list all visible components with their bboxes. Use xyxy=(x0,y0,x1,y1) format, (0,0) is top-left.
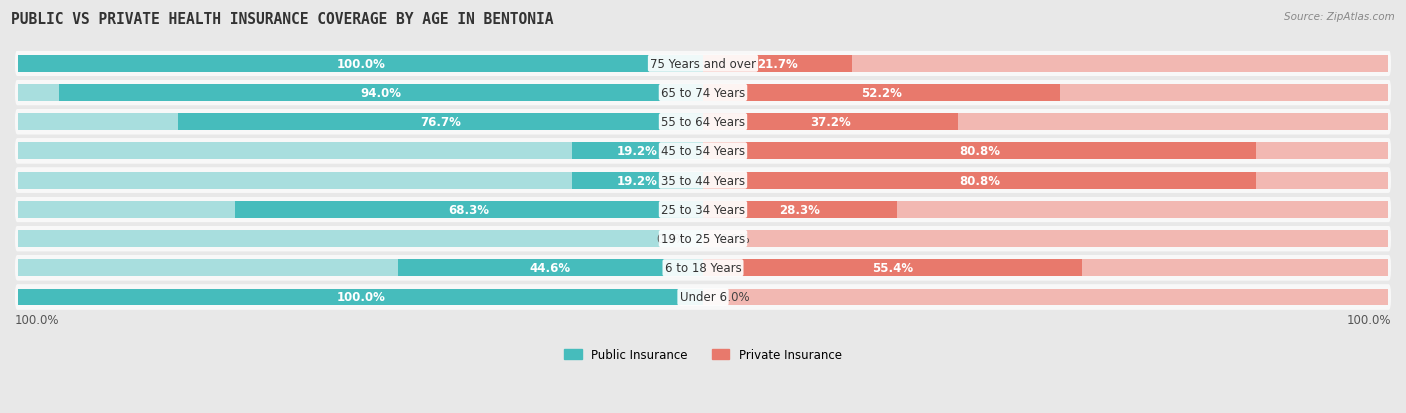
Bar xyxy=(18,172,703,189)
Text: Source: ZipAtlas.com: Source: ZipAtlas.com xyxy=(1284,12,1395,22)
Text: 55 to 64 Years: 55 to 64 Years xyxy=(661,116,745,129)
Bar xyxy=(18,289,703,306)
Text: 19 to 25 Years: 19 to 25 Years xyxy=(661,233,745,245)
Bar xyxy=(18,85,703,102)
Bar xyxy=(703,85,1388,102)
FancyBboxPatch shape xyxy=(15,285,1391,310)
Bar xyxy=(572,143,703,160)
Bar xyxy=(703,202,897,218)
Bar xyxy=(703,230,1388,247)
Text: 80.8%: 80.8% xyxy=(959,145,1000,158)
FancyBboxPatch shape xyxy=(15,139,1391,164)
Text: 0.0%: 0.0% xyxy=(657,233,686,245)
Bar xyxy=(703,260,1388,277)
Bar xyxy=(703,56,852,73)
Text: Under 6: Under 6 xyxy=(679,291,727,304)
Text: 100.0%: 100.0% xyxy=(15,313,59,326)
Text: 44.6%: 44.6% xyxy=(530,262,571,275)
FancyBboxPatch shape xyxy=(15,81,1391,106)
Text: 55.4%: 55.4% xyxy=(872,262,912,275)
FancyBboxPatch shape xyxy=(15,197,1391,223)
Text: 68.3%: 68.3% xyxy=(449,203,489,216)
Text: 0.0%: 0.0% xyxy=(720,291,749,304)
Bar xyxy=(703,114,957,131)
Text: 37.2%: 37.2% xyxy=(810,116,851,129)
Bar xyxy=(235,202,703,218)
Text: 94.0%: 94.0% xyxy=(361,87,402,100)
Text: 19.2%: 19.2% xyxy=(617,145,658,158)
Bar xyxy=(398,260,703,277)
Text: 75 Years and over: 75 Years and over xyxy=(650,57,756,71)
Text: 28.3%: 28.3% xyxy=(779,203,820,216)
Text: 0.0%: 0.0% xyxy=(720,233,749,245)
Text: PUBLIC VS PRIVATE HEALTH INSURANCE COVERAGE BY AGE IN BENTONIA: PUBLIC VS PRIVATE HEALTH INSURANCE COVER… xyxy=(11,12,554,27)
Text: 6 to 18 Years: 6 to 18 Years xyxy=(665,262,741,275)
Bar xyxy=(703,56,1388,73)
Bar xyxy=(18,260,703,277)
Bar xyxy=(572,172,703,189)
FancyBboxPatch shape xyxy=(15,109,1391,135)
Bar xyxy=(703,289,1388,306)
Text: 52.2%: 52.2% xyxy=(862,87,903,100)
Text: 21.7%: 21.7% xyxy=(756,57,797,71)
Bar xyxy=(59,85,703,102)
Bar xyxy=(703,172,1388,189)
Bar xyxy=(703,172,1256,189)
Bar xyxy=(18,56,703,73)
Bar xyxy=(18,56,703,73)
Text: 45 to 54 Years: 45 to 54 Years xyxy=(661,145,745,158)
Text: 100.0%: 100.0% xyxy=(1347,313,1391,326)
Bar xyxy=(703,85,1060,102)
Bar xyxy=(703,143,1256,160)
Text: 100.0%: 100.0% xyxy=(336,291,385,304)
FancyBboxPatch shape xyxy=(15,51,1391,77)
Bar xyxy=(703,260,1083,277)
Text: 80.8%: 80.8% xyxy=(959,174,1000,187)
FancyBboxPatch shape xyxy=(15,168,1391,193)
Text: 19.2%: 19.2% xyxy=(617,174,658,187)
Legend: Public Insurance, Private Insurance: Public Insurance, Private Insurance xyxy=(560,343,846,366)
Text: 25 to 34 Years: 25 to 34 Years xyxy=(661,203,745,216)
Text: 35 to 44 Years: 35 to 44 Years xyxy=(661,174,745,187)
Bar xyxy=(703,143,1388,160)
Text: 65 to 74 Years: 65 to 74 Years xyxy=(661,87,745,100)
Bar xyxy=(18,114,703,131)
Bar xyxy=(703,114,1388,131)
FancyBboxPatch shape xyxy=(15,226,1391,252)
Bar xyxy=(18,143,703,160)
Bar xyxy=(18,230,703,247)
Text: 100.0%: 100.0% xyxy=(336,57,385,71)
Bar xyxy=(703,202,1388,218)
Bar xyxy=(18,202,703,218)
Bar xyxy=(18,289,703,306)
Text: 76.7%: 76.7% xyxy=(420,116,461,129)
Bar xyxy=(179,114,703,131)
FancyBboxPatch shape xyxy=(15,255,1391,281)
